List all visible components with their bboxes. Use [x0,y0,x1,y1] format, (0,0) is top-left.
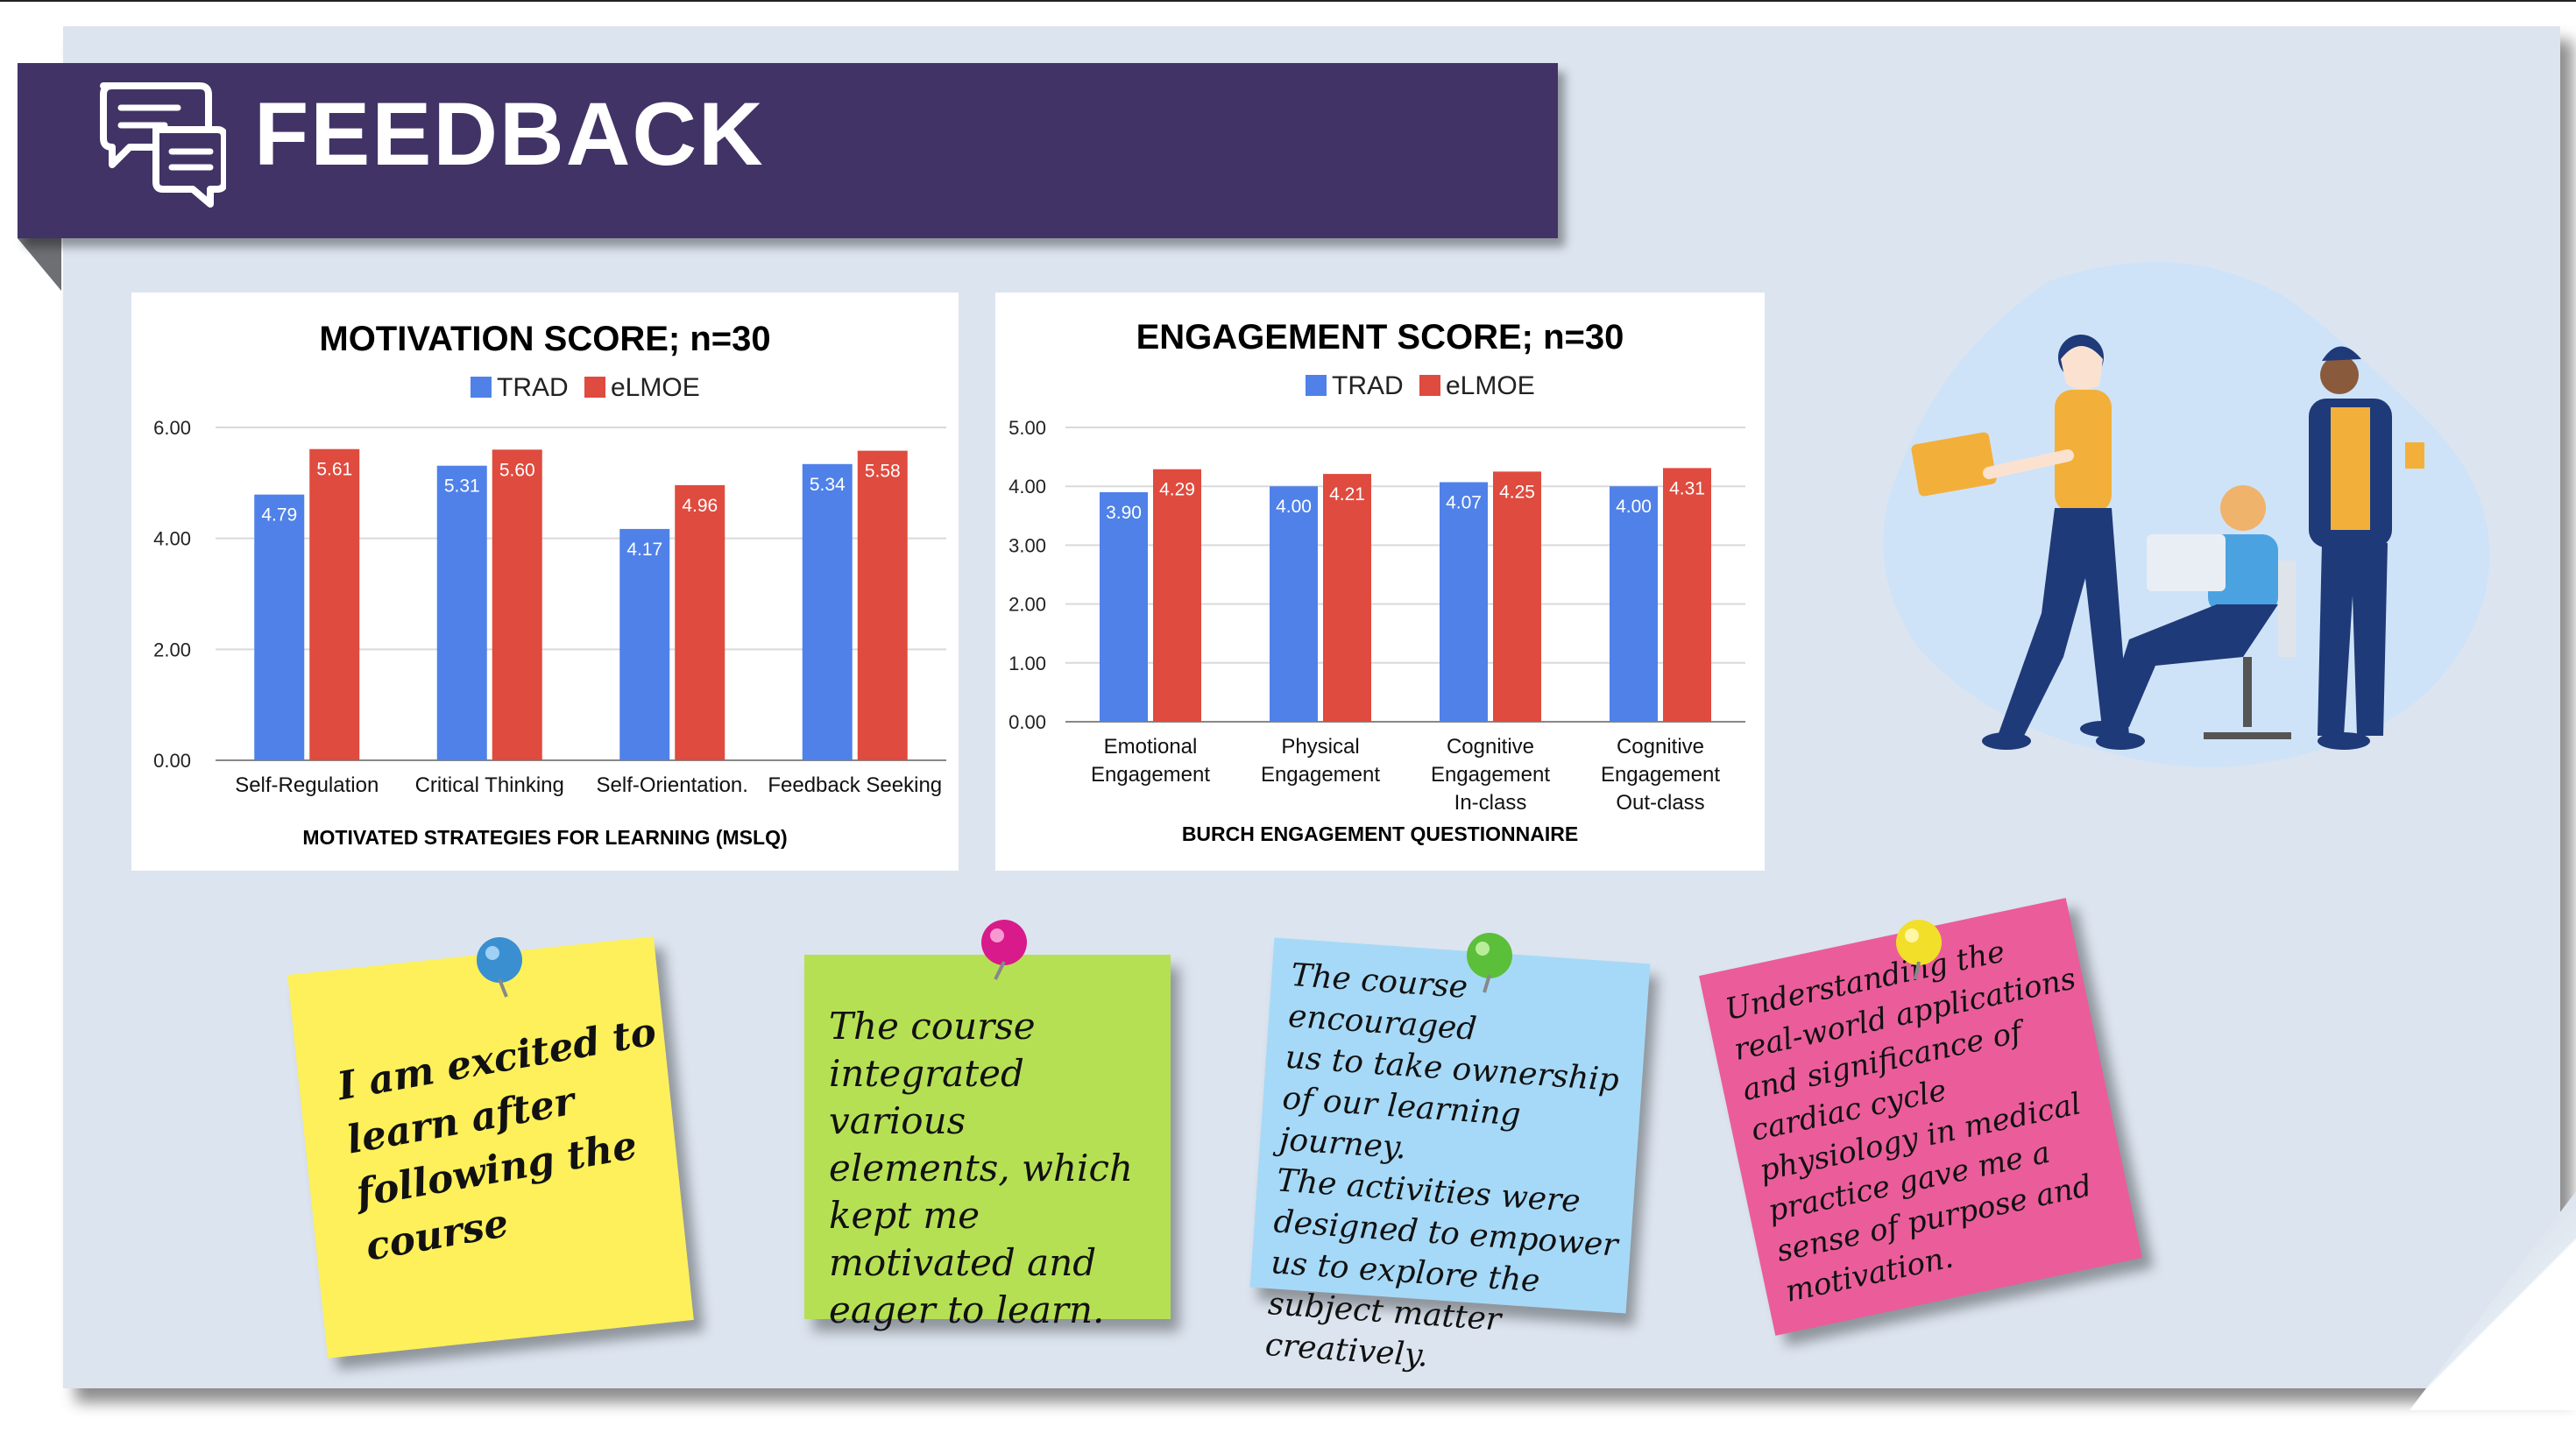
bar-elmoe [309,448,360,760]
x-category-label: Physical [1281,735,1359,759]
woman-with-laptop-figure [1911,335,2145,750]
y-tick-label: 5.00 [1008,417,1046,439]
x-category-label: Out-class [1616,791,1704,815]
y-tick-label: 3.00 [1008,534,1046,556]
y-tick-label: 4.00 [1008,476,1046,498]
x-category-label: In-class [1454,791,1527,815]
x-axis-title: MOTIVATED STRATEGIES FOR LEARNING (MSLQ) [302,826,787,849]
data-label: 4.21 [1329,484,1365,505]
sticky-note-3: The course encouraged us to take ownersh… [1249,937,1651,1374]
y-tick-label: 6.00 [153,417,191,439]
y-tick-label: 4.00 [153,528,191,550]
legend-swatch [1419,375,1440,396]
bar-trad [436,465,487,760]
pushpin-magenta-icon [969,911,1039,985]
data-label: 4.25 [1499,482,1535,502]
bar-trad [1610,486,1658,722]
pushpin-green-icon [1454,924,1525,999]
x-category-label: Engagement [1601,763,1720,787]
bar-elmoe [1663,468,1711,722]
motivation-chart: MOTIVATION SCORE; n=30 TRAD eLMOE 0.00 2.00 4… [153,320,946,849]
bar-trad [1100,491,1148,722]
x-axis-title: BURCH ENGAGEMENT QUESTIONNAIRE [1182,822,1578,845]
team-illustration [1866,245,2523,793]
x-category-label: Self-Regulation [235,773,379,797]
top-border-line [0,0,2576,2]
legend-label: eLMOE [611,373,700,402]
data-label: 4.07 [1446,492,1482,512]
bar-trad [619,528,670,760]
banner-fold [18,238,61,291]
x-category-label: Feedback Seeking [768,773,942,797]
legend-swatch [471,377,492,398]
bar-trad [802,463,853,760]
bar-elmoe [1493,471,1541,722]
bar-elmoe [1153,469,1201,722]
x-category-label: Cognitive [1617,735,1704,759]
sticky-note-1-text: I am excited to learn after following th… [334,1009,660,1270]
data-label: 5.61 [316,460,352,480]
y-tick-label: 2.00 [153,639,191,660]
x-category-label: Cognitive [1447,735,1534,759]
legend-swatch [1306,375,1327,396]
standing-man-figure [2309,346,2424,750]
y-tick-label: 0.00 [153,750,191,772]
y-tick-label: 2.00 [1008,594,1046,616]
legend-label: TRAD [1332,371,1404,400]
sticky-note-2: The course integrated various elements, … [804,955,1171,1331]
y-tick-label: 0.00 [1008,711,1046,733]
sticky-note-3-text: The course encouraged us to take ownersh… [1263,956,1621,1374]
header-banner [18,63,1558,238]
data-label: 3.90 [1106,503,1142,523]
bar-elmoe [492,449,542,760]
y-tick-label: 1.00 [1008,653,1046,674]
x-category-label: Self-Orientation. [597,773,748,797]
x-category-label: Engagement [1091,763,1210,787]
pushpin-yellow-icon [1884,911,1954,985]
sitting-man-with-laptop-figure [2080,485,2296,739]
x-category-label: Emotional [1104,735,1198,759]
sticky-note-2-text: The course integrated various elements, … [829,1005,1134,1331]
x-category-label: Engagement [1261,763,1380,787]
legend-label: eLMOE [1446,371,1535,400]
data-label: 4.29 [1159,480,1195,500]
data-label: 5.31 [444,476,480,497]
page-title: FEEDBACK [254,84,765,184]
engagement-chart: ENGAGEMENT SCORE; n=30 TRAD eLMOE 0.00 1.00 2… [1008,318,1745,845]
data-label: 5.60 [499,460,535,480]
data-label: 4.31 [1669,478,1705,498]
motivation-chart-panel: MOTIVATION SCORE; n=30 TRAD eLMOE 0.00 2.00 4… [131,293,959,871]
bar-elmoe [1323,474,1371,722]
chat-bubbles-icon [95,77,228,213]
legend-swatch [584,377,605,398]
data-label: 4.96 [682,496,718,516]
bar-trad [1440,482,1488,722]
bar-trad [254,494,305,760]
chart-title: ENGAGEMENT SCORE; n=30 [1136,318,1624,356]
x-category-label: Critical Thinking [415,773,564,797]
chart-title: MOTIVATION SCORE; n=30 [319,320,770,358]
background-blob [1883,262,2490,768]
data-label: 4.79 [261,505,297,526]
data-label: 5.58 [865,462,901,482]
data-label: 5.34 [810,475,846,495]
pushpin-blue-icon [464,928,534,1003]
bar-trad [1270,486,1318,722]
bar-elmoe [857,450,908,760]
engagement-chart-panel: ENGAGEMENT SCORE; n=30 TRAD eLMOE 0.00 1.00 2… [995,293,1765,871]
legend-label: TRAD [497,373,569,402]
bar-elmoe [675,484,725,760]
data-label: 4.00 [1616,497,1652,517]
data-label: 4.00 [1276,497,1312,517]
data-label: 4.17 [626,540,662,560]
x-category-label: Engagement [1431,763,1550,787]
